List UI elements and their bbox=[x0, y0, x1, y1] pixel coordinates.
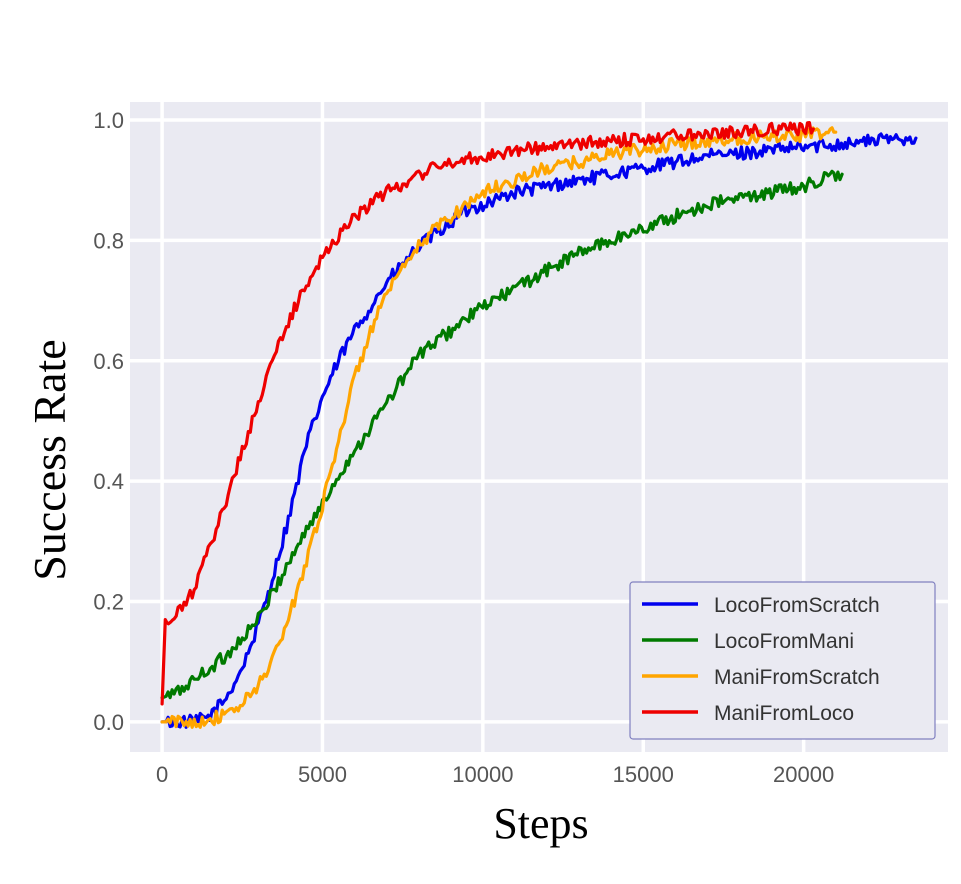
y-tick-label: 1.0 bbox=[93, 108, 124, 133]
y-axis-title: Success Rate bbox=[24, 339, 75, 580]
tick-labels: 0 5000 10000 15000 20000 0.0 0.2 0.4 0.6 0.8 1.0 bbox=[93, 108, 834, 787]
legend: LocoFromScratch LocoFromMani ManiFromScrat… bbox=[629, 581, 936, 740]
x-tick-label: 5000 bbox=[298, 762, 347, 787]
legend-label: LocoFromMani bbox=[714, 630, 854, 653]
series-lines bbox=[160, 120, 918, 729]
legend-label: LocoFromScratch bbox=[714, 594, 880, 617]
legend-box bbox=[629, 581, 936, 740]
legend-label: ManiFromLoco bbox=[714, 702, 854, 725]
y-tick-label: 0.8 bbox=[93, 228, 124, 253]
y-tick-label: 0.6 bbox=[93, 349, 124, 374]
x-tick-label: 15000 bbox=[613, 762, 674, 787]
series-line-ManiFromScratch bbox=[160, 126, 838, 729]
y-tick-label: 0.4 bbox=[93, 469, 124, 494]
series-line-LocoFromScratch bbox=[160, 132, 918, 729]
y-tick-label: 0.2 bbox=[93, 590, 124, 615]
x-tick-label: 10000 bbox=[452, 762, 513, 787]
x-axis-title: Steps bbox=[493, 799, 588, 848]
x-tick-label: 0 bbox=[156, 762, 168, 787]
x-tick-label: 20000 bbox=[773, 762, 834, 787]
series-line-LocoFromMani bbox=[160, 169, 844, 700]
legend-label: ManiFromScratch bbox=[714, 666, 880, 689]
series-line-ManiFromLoco bbox=[160, 120, 815, 706]
y-tick-label: 0.0 bbox=[93, 710, 124, 735]
